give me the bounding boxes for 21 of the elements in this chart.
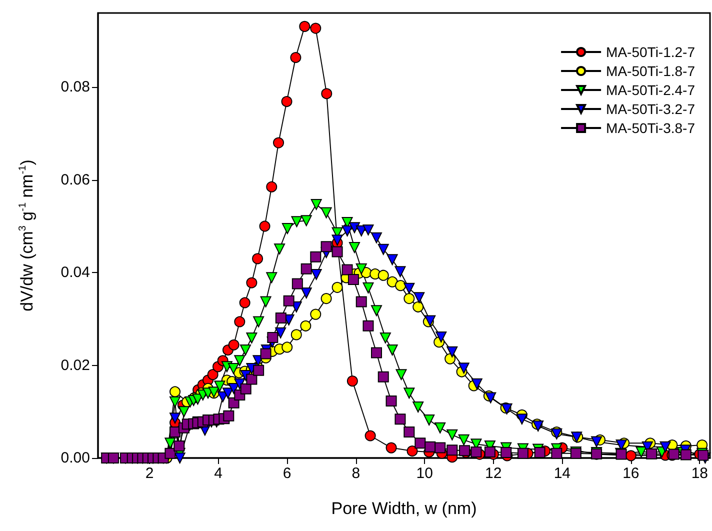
y-tick-label: 0.08 bbox=[60, 78, 90, 96]
y-tick-label: 0.00 bbox=[60, 450, 90, 466]
x-tick-label: 12 bbox=[485, 465, 502, 482]
x-tick-label: 16 bbox=[622, 465, 640, 482]
x-tick-label: 10 bbox=[416, 465, 433, 482]
x-axis-title: Pore Width, w (nm) bbox=[331, 499, 477, 518]
x-tick-label: 8 bbox=[352, 465, 360, 482]
x-tick-label: 18 bbox=[691, 465, 708, 482]
x-tick-label: 4 bbox=[214, 465, 223, 482]
y-tick-label: 0.04 bbox=[60, 264, 90, 282]
legend-label: MA-50Ti-3.8-7 bbox=[606, 120, 696, 136]
y-tick-label: 0.06 bbox=[60, 171, 90, 188]
legend-label: MA-50Ti-3.2-7 bbox=[606, 101, 696, 117]
y-tick-label: 0.02 bbox=[60, 356, 90, 374]
x-tick-label: 14 bbox=[554, 465, 570, 482]
x-tick-label: 6 bbox=[282, 465, 292, 482]
legend-label: MA-50Ti-1.2-7 bbox=[606, 44, 696, 60]
y-axis-title: dV/dw (cm3 g-1 nm-1) bbox=[18, 160, 36, 312]
legend-label: MA-50Ti-2.4-7 bbox=[606, 82, 696, 98]
x-tick-label: 2 bbox=[145, 465, 154, 482]
legend-label: MA-50Ti-1.8-7 bbox=[606, 63, 696, 79]
